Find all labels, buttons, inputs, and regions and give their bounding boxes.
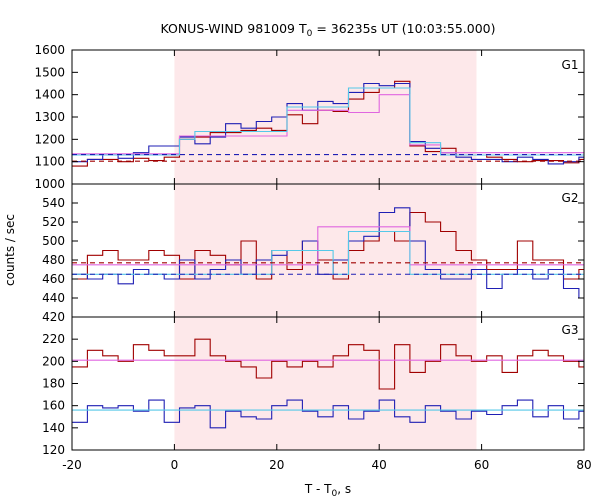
y-tick-label-g3: 220 <box>42 332 65 346</box>
y-axis-title: counts / sec <box>3 214 17 286</box>
y-tick-label-g1: 1400 <box>34 88 65 102</box>
y-tick-label-g2: 480 <box>42 253 65 267</box>
y-tick-label-g2: 420 <box>42 310 65 324</box>
x-tick-label: 40 <box>372 458 387 472</box>
series-g2-3 <box>72 226 584 266</box>
chart-title: KONUS-WIND 981009 T0 = 36235s UT (10:03:… <box>160 21 495 39</box>
y-tick-label-g1: 1500 <box>34 65 65 79</box>
y-tick-label-g3: 200 <box>42 354 65 368</box>
tick-layer: 1000110012001300140015001600420440460480… <box>34 43 591 472</box>
y-tick-label-g1: 1600 <box>34 43 65 57</box>
panel-label-g3: G3 <box>562 323 579 337</box>
y-tick-label-g3: 180 <box>42 377 65 391</box>
x-tick-label: 80 <box>576 458 591 472</box>
y-tick-label-g1: 1000 <box>34 177 65 191</box>
y-tick-label-g2: 440 <box>42 291 65 305</box>
y-tick-label-g1: 1300 <box>34 110 65 124</box>
panel-g2-series <box>72 207 584 299</box>
y-tick-label-g1: 1200 <box>34 132 65 146</box>
y-tick-label-g2: 460 <box>42 272 65 286</box>
series-layer <box>72 80 584 429</box>
y-tick-label-g1: 1100 <box>34 155 65 169</box>
panel-label-g1: G1 <box>562 58 579 72</box>
y-tick-label-g3: 140 <box>42 421 65 435</box>
y-tick-label-g2: 520 <box>42 215 65 229</box>
x-tick-label: 20 <box>269 458 284 472</box>
series-g3-2 <box>72 399 584 429</box>
series-g1-3 <box>72 94 584 155</box>
x-tick-label: 60 <box>474 458 489 472</box>
x-tick-label: -20 <box>62 458 82 472</box>
y-tick-label-g3: 120 <box>42 443 65 457</box>
panel-g3-series <box>72 338 584 429</box>
y-tick-label-g3: 160 <box>42 399 65 413</box>
x-axis-title: T - T0, s <box>304 482 351 499</box>
y-tick-label-g2: 540 <box>42 196 65 210</box>
y-tick-label-g2: 500 <box>42 234 65 248</box>
x-tick-label: 0 <box>171 458 179 472</box>
panel-g1-series <box>72 80 584 167</box>
series-g3-1 <box>72 338 584 390</box>
panel-label-g2: G2 <box>562 191 579 205</box>
